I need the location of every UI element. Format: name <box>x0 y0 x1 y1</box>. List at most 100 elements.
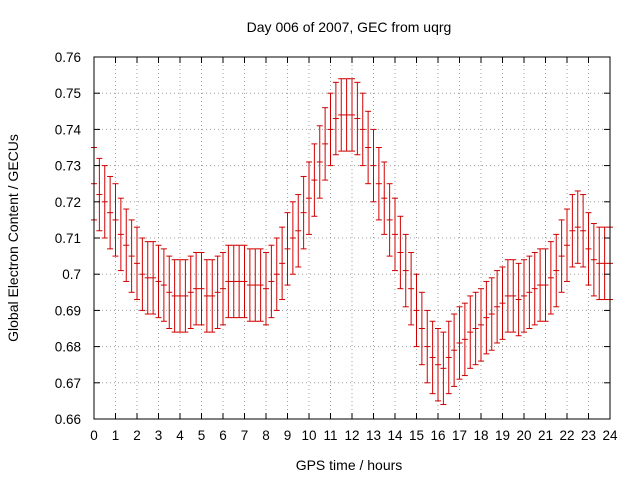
data-point <box>246 248 253 322</box>
data-point <box>381 161 388 235</box>
data-point <box>510 259 517 333</box>
data-point <box>144 241 151 315</box>
x-tick-label: 16 <box>430 428 445 443</box>
data-point <box>230 244 237 319</box>
y-tick-label: 0.7 <box>62 267 81 282</box>
data-point <box>182 259 189 333</box>
x-tick-label: 3 <box>155 428 163 443</box>
x-axis-label: GPS time / hours <box>296 457 403 473</box>
data-point <box>327 92 334 167</box>
x-tick-label: 19 <box>495 428 510 443</box>
data-point <box>365 110 372 185</box>
data-point <box>349 78 355 152</box>
chart-title: Day 006 of 2007, GEC from uqrg <box>247 19 452 35</box>
x-tick-label: 8 <box>262 428 270 443</box>
data-point <box>494 270 501 344</box>
data-point <box>472 291 479 366</box>
data-point <box>160 248 167 322</box>
x-tick-label: 5 <box>198 428 206 443</box>
data-point <box>537 248 544 322</box>
y-tick-label: 0.74 <box>55 122 82 137</box>
data-point <box>209 259 216 333</box>
data-point <box>101 165 108 239</box>
x-tick-label: 0 <box>90 428 98 443</box>
x-tick-label: 2 <box>133 428 141 443</box>
x-tick-label: 9 <box>284 428 292 443</box>
data-point <box>241 244 248 319</box>
data-point <box>456 306 463 380</box>
data-point <box>596 226 603 301</box>
data-point <box>574 190 581 264</box>
x-tick-label: 4 <box>176 428 184 443</box>
data-point <box>564 208 570 282</box>
data-point <box>413 273 420 348</box>
data-point <box>467 295 474 369</box>
x-tick-label: 1 <box>112 428 120 443</box>
data-point <box>451 313 458 387</box>
data-point <box>515 262 522 337</box>
y-tick-label: 0.66 <box>55 412 81 427</box>
data-point <box>461 302 468 377</box>
x-tick-label: 15 <box>409 428 424 443</box>
y-tick-label: 0.76 <box>55 50 81 65</box>
data-point <box>445 320 452 395</box>
x-tick-label: 20 <box>516 428 531 443</box>
data-point <box>193 251 200 326</box>
data-point <box>220 251 226 326</box>
data-point <box>435 328 441 402</box>
data-point <box>150 241 157 315</box>
data-point <box>257 248 264 322</box>
data-point <box>558 219 565 293</box>
data-point <box>311 143 318 217</box>
x-tick-label: 12 <box>344 428 359 443</box>
data-point <box>236 244 243 319</box>
data-point <box>96 157 103 232</box>
data-point <box>343 78 350 152</box>
data-point <box>531 251 538 326</box>
x-tick-label: 14 <box>387 428 403 443</box>
y-axis-label: Global Electron Content / GECUs <box>5 134 21 342</box>
data-point <box>128 219 135 293</box>
data-point <box>268 244 275 319</box>
data-point <box>134 226 140 301</box>
data-point <box>375 147 382 221</box>
data-point <box>429 320 436 395</box>
data-point <box>112 183 119 257</box>
data-point <box>585 212 592 286</box>
data-point <box>386 183 393 257</box>
data-point <box>284 212 291 286</box>
data-point <box>590 223 597 297</box>
x-tick-label: 11 <box>323 428 337 443</box>
data-point <box>418 291 425 366</box>
data-point <box>553 233 560 308</box>
data-point <box>300 175 307 250</box>
data-point <box>263 251 269 326</box>
y-tick-label: 0.72 <box>55 195 81 210</box>
data-point <box>499 266 506 340</box>
data-point <box>155 244 162 319</box>
data-point <box>107 175 114 250</box>
data-point <box>171 259 178 333</box>
y-tick-label: 0.69 <box>55 303 81 318</box>
data-point <box>488 277 495 351</box>
x-tick-label: 13 <box>366 428 381 443</box>
data-point <box>402 233 409 308</box>
data-point <box>397 215 404 290</box>
data-point <box>316 125 323 199</box>
data-point <box>214 255 221 329</box>
data-point <box>273 237 280 311</box>
data-point <box>483 280 490 355</box>
data-point <box>177 259 183 333</box>
data-point <box>542 248 549 322</box>
data-point <box>322 107 329 181</box>
y-tick-label: 0.75 <box>55 86 81 101</box>
data-point <box>279 226 286 301</box>
data-point <box>187 255 194 329</box>
y-tick-labels: 0.66 0.67 0.68 0.69 0.7 0.71 0.72 0.73 0.74 0.75 0… <box>55 50 82 427</box>
data-point <box>166 255 173 329</box>
x-tick-label: 18 <box>473 428 488 443</box>
data-point <box>440 331 447 406</box>
x-tick-label: 22 <box>559 428 574 443</box>
data-point <box>569 194 576 268</box>
